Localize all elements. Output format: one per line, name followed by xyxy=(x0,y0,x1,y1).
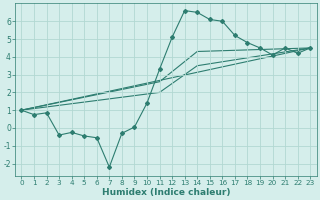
X-axis label: Humidex (Indice chaleur): Humidex (Indice chaleur) xyxy=(101,188,230,197)
